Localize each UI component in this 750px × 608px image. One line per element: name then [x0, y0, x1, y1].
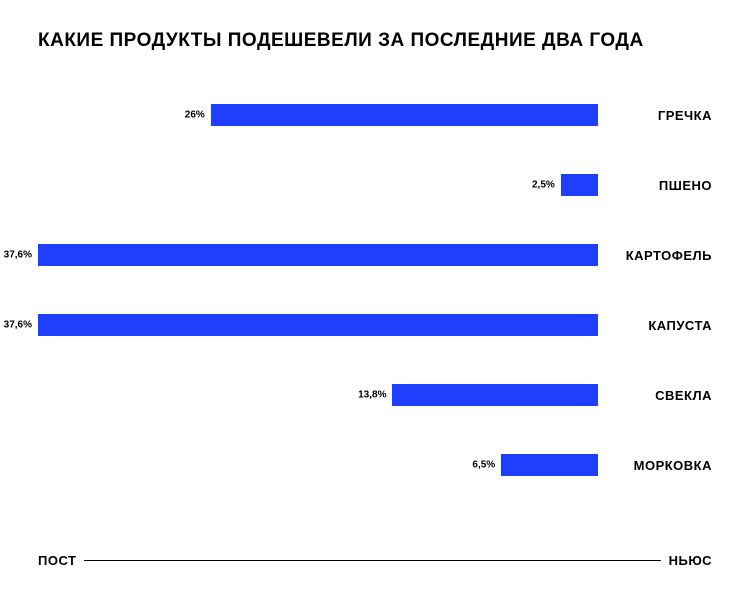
bar-category-label: СВЕКЛА: [598, 388, 712, 403]
bar: [501, 454, 598, 476]
bar-value-label: 37,6%: [4, 250, 32, 261]
bar-area: 37,6%: [38, 244, 598, 266]
bar-value-label: 2,5%: [532, 180, 555, 191]
bar-category-label: МОРКОВКА: [598, 458, 712, 473]
bar-value-label: 6,5%: [472, 460, 495, 471]
bar-row: 2,5% ПШЕНО: [38, 150, 712, 220]
bar-category-label: ГРЕЧКА: [598, 108, 712, 123]
bar-value-label: 37,6%: [4, 320, 32, 331]
bar-row: 13,8% СВЕКЛА: [38, 360, 712, 430]
bar-row: 26% ГРЕЧКА: [38, 80, 712, 150]
bar-area: 2,5%: [38, 174, 598, 196]
bar-category-label: КАРТОФЕЛЬ: [598, 248, 712, 263]
bar: [211, 104, 598, 126]
bar-area: 6,5%: [38, 454, 598, 476]
footer-divider-line: [84, 560, 660, 561]
chart-title: КАКИЕ ПРОДУКТЫ ПОДЕШЕВЕЛИ ЗА ПОСЛЕДНИЕ Д…: [38, 30, 644, 52]
bar-row: 6,5% МОРКОВКА: [38, 430, 712, 500]
bar-row: 37,6%КАПУСТА: [38, 290, 712, 360]
footer: ПОСТ НЬЮС: [38, 553, 712, 568]
bar: [38, 314, 598, 336]
bar-chart: 26%ГРЕЧКА2,5%ПШЕНО37,6%КАРТОФЕЛЬ37,6%КАП…: [38, 80, 712, 518]
footer-left-label: ПОСТ: [38, 553, 84, 568]
bar-value-label: 26%: [185, 110, 205, 121]
bar-category-label: КАПУСТА: [598, 318, 712, 333]
bar-category-label: ПШЕНО: [598, 178, 712, 193]
bar: [561, 174, 598, 196]
bar-row: 37,6%КАРТОФЕЛЬ: [38, 220, 712, 290]
footer-right-label: НЬЮС: [661, 553, 712, 568]
bar: [38, 244, 598, 266]
bar: [392, 384, 598, 406]
bar-area: 13,8%: [38, 384, 598, 406]
bar-area: 26%: [38, 104, 598, 126]
bar-area: 37,6%: [38, 314, 598, 336]
bar-value-label: 13,8%: [358, 390, 386, 401]
